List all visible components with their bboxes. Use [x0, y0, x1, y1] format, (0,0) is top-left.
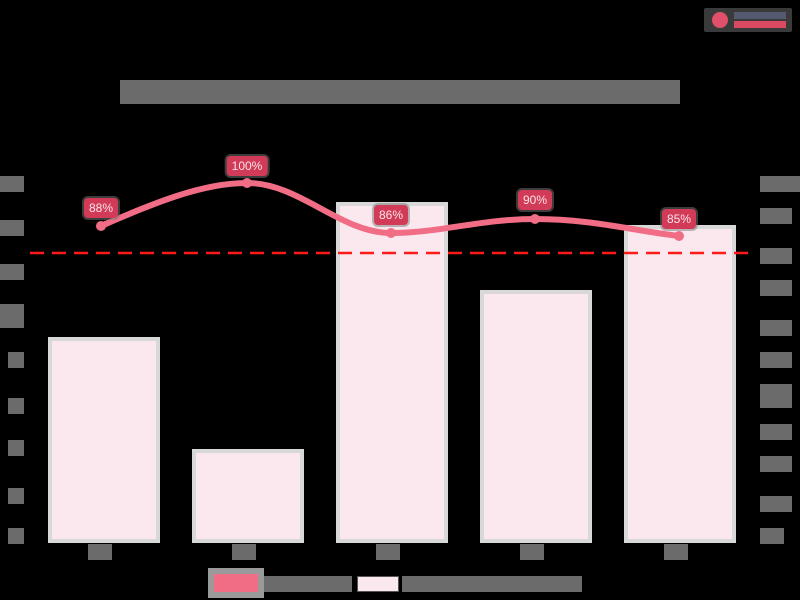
data-label-3: 86% [373, 205, 409, 225]
x-axis-labels [88, 544, 688, 560]
data-label-4: 90% [517, 190, 553, 210]
brand-logo [704, 8, 792, 32]
legend-line-label [264, 576, 352, 592]
bar-5 [624, 225, 736, 543]
bar-1 [48, 337, 160, 543]
left-axis-labels [0, 176, 24, 544]
data-label-2: 100% [226, 156, 268, 176]
bar-4 [480, 290, 592, 543]
trend-points [96, 178, 684, 241]
logo-mark-icon [712, 12, 728, 28]
legend-bar-swatch [357, 576, 399, 592]
logo-text-top [734, 12, 786, 19]
right-axis-labels [760, 176, 800, 544]
data-label-5: 85% [661, 209, 697, 229]
data-label-1: 88% [83, 198, 119, 218]
legend-line-swatch [208, 568, 264, 598]
bar-2 [192, 449, 304, 543]
bar-3 [336, 202, 448, 543]
logo-text-bottom [734, 21, 786, 28]
legend-bar-label [402, 576, 582, 592]
chart-title [120, 80, 680, 104]
bars [48, 202, 736, 543]
